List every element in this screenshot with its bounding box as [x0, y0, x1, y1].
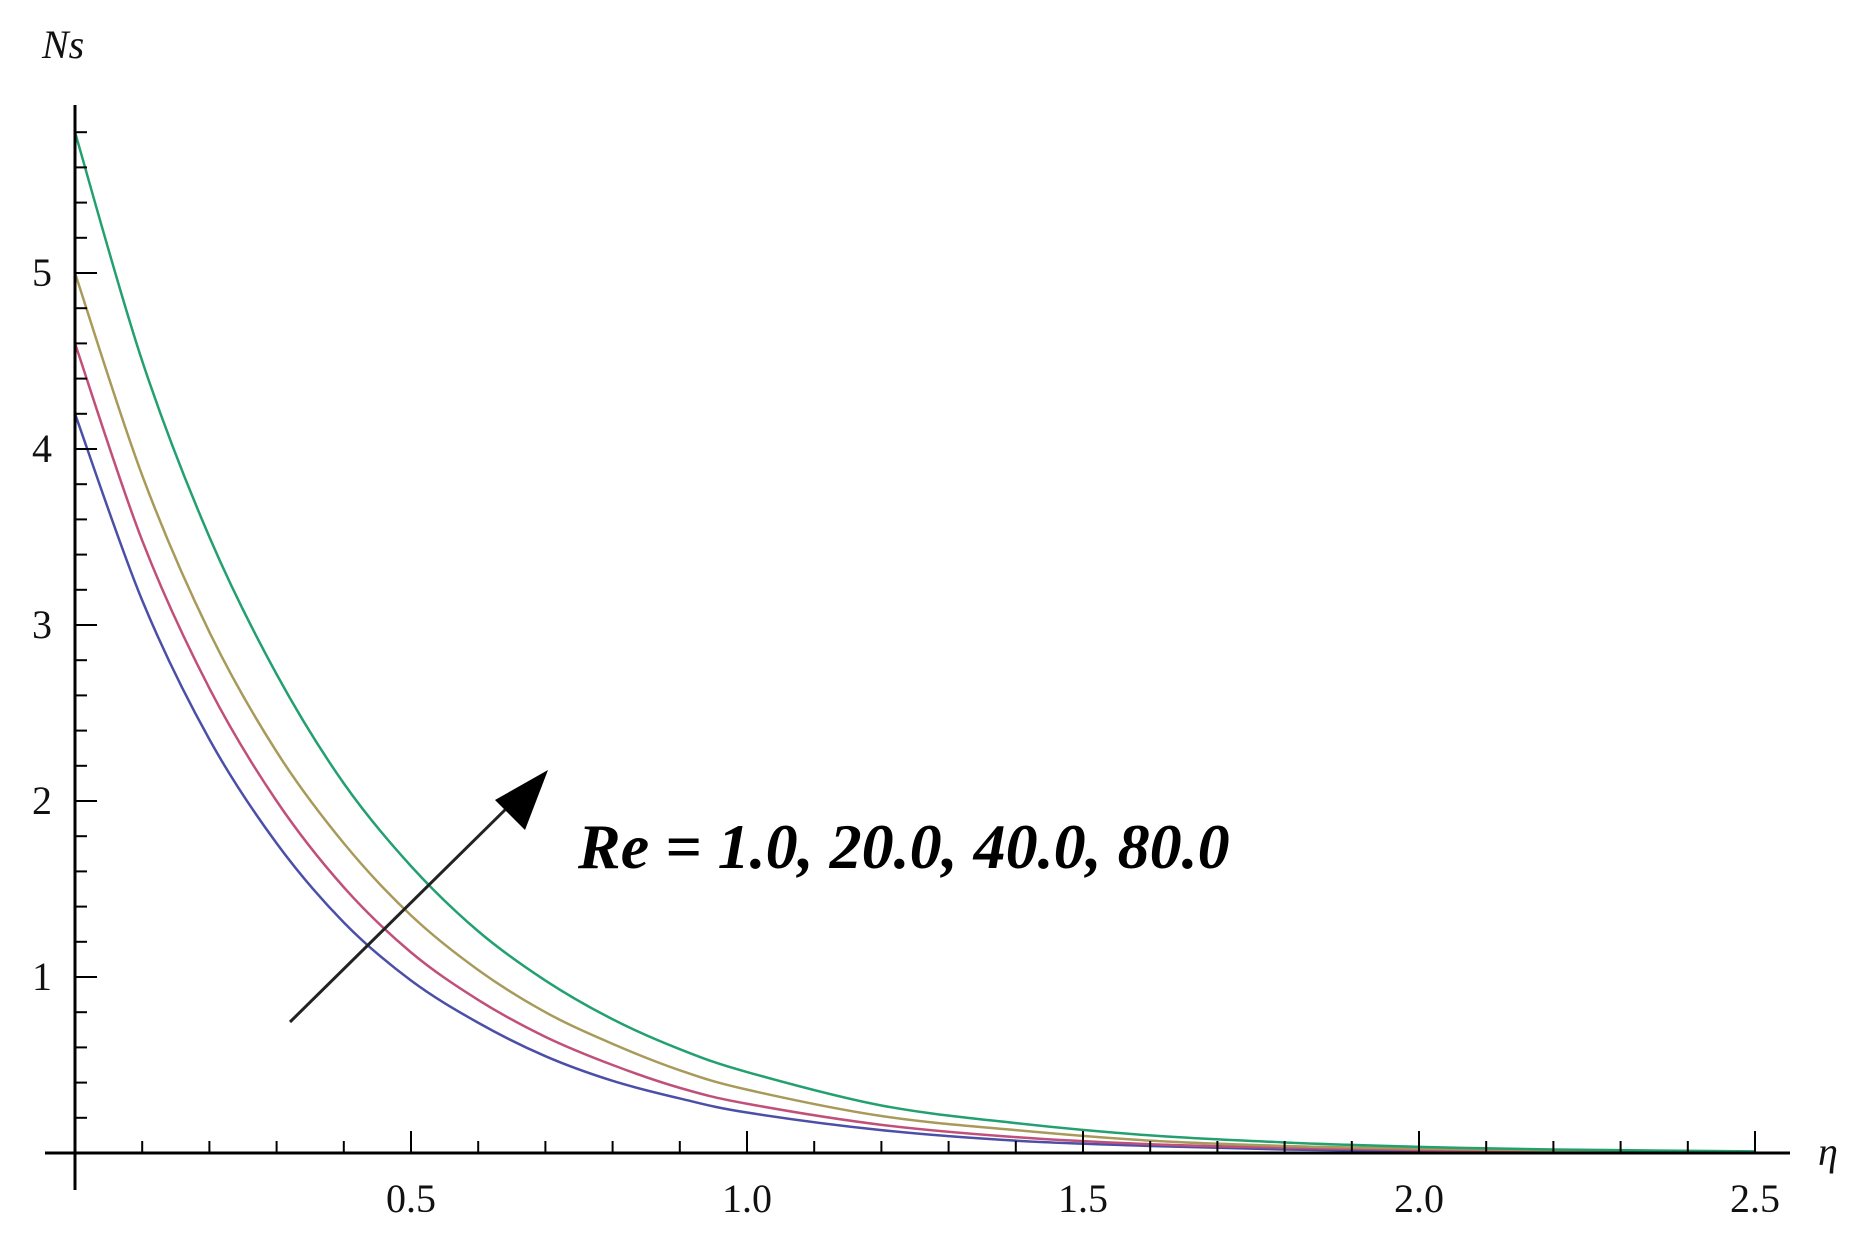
series-layer: [73, 131, 1756, 1154]
x-tick-label: 1.5: [1058, 1176, 1108, 1221]
x-tick-label: 0.5: [386, 1176, 436, 1221]
y-tick-label: 4: [32, 426, 52, 471]
annotation-layer: Re = 1.0, 20.0, 40.0, 80.0: [288, 770, 1230, 1024]
x-axis-label: η: [1818, 1129, 1838, 1174]
tick-labels: 0.5 1.0 1.5 2.0 2.5 1 2 3 4 5 Ns η: [32, 22, 1838, 1221]
axes: [45, 105, 1790, 1190]
y-tick-label: 5: [32, 250, 52, 295]
x-tick-label: 1.0: [722, 1176, 772, 1221]
y-tick-label: 1: [32, 954, 52, 999]
series-line-4: [73, 131, 1756, 1153]
series-line-2: [73, 342, 1756, 1154]
series-line-1: [73, 413, 1756, 1154]
x-tick-label: 2.5: [1730, 1176, 1780, 1221]
series-line-3: [73, 272, 1756, 1154]
y-tick-label: 3: [32, 602, 52, 647]
annotation-arrow-head: [495, 770, 548, 830]
y-tick-label: 2: [32, 778, 52, 823]
x-tick-label: 2.0: [1394, 1176, 1444, 1221]
annotation-arrow-shaft: [288, 798, 517, 1024]
y-axis-label: Ns: [41, 22, 84, 67]
annotation-text: Re = 1.0, 20.0, 40.0, 80.0: [577, 811, 1230, 882]
